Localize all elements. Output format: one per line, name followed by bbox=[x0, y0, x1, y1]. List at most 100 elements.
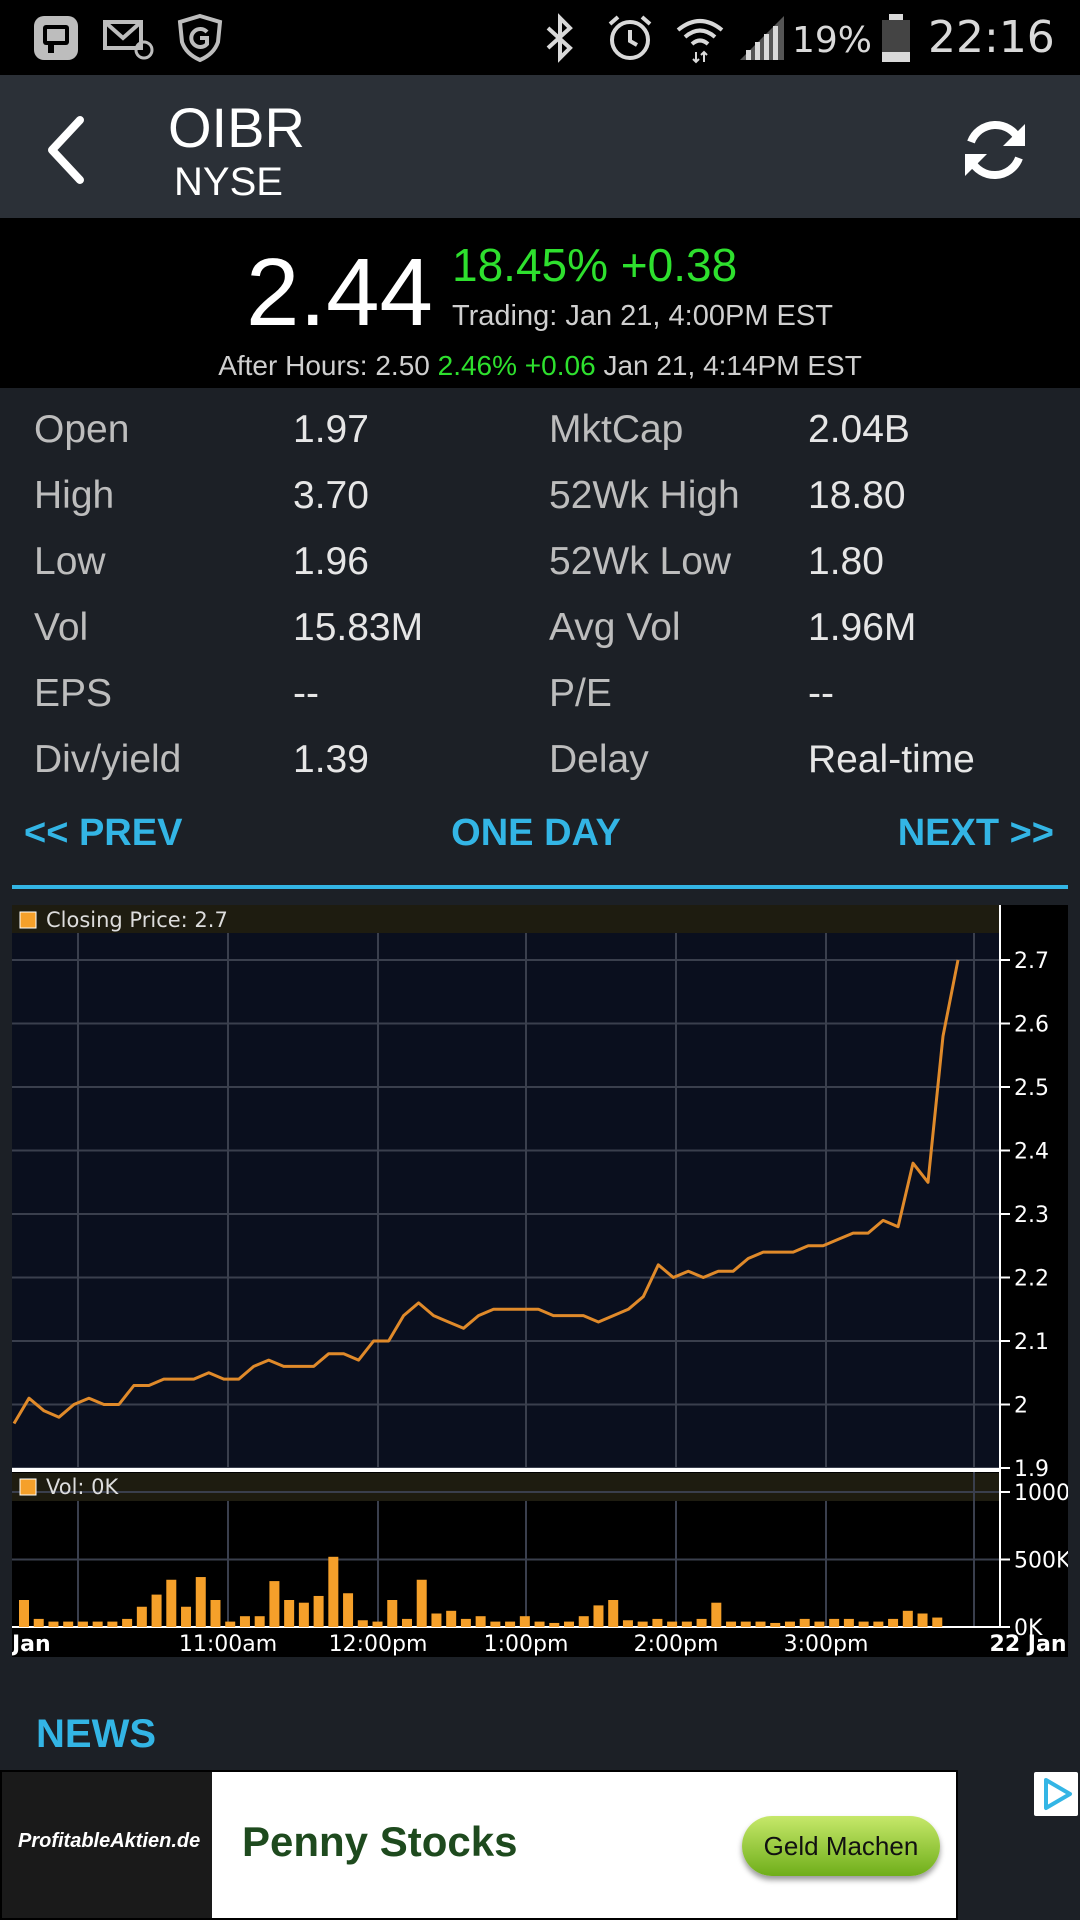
volume-bar bbox=[48, 1621, 59, 1627]
period-label[interactable]: ONE DAY bbox=[451, 812, 621, 854]
vol-tick-label: 1000K bbox=[1014, 1481, 1068, 1506]
volume-bar bbox=[195, 1577, 206, 1627]
volume-bar bbox=[239, 1616, 250, 1627]
stat-label: Vol bbox=[34, 606, 89, 649]
stat-value: 1.96 bbox=[293, 540, 369, 583]
vol-tick-label: 0K bbox=[1014, 1616, 1043, 1641]
volume-legend-swatch bbox=[19, 1478, 37, 1496]
stat-value: 1.80 bbox=[808, 540, 884, 583]
ad-title: Penny Stocks bbox=[242, 1818, 518, 1865]
x-tick-label: Jan bbox=[12, 1632, 51, 1657]
volume-bar bbox=[136, 1606, 147, 1627]
y-tick-label: 2.3 bbox=[1014, 1203, 1049, 1228]
battery-percent: 19% bbox=[792, 20, 873, 61]
shield-g-icon bbox=[177, 13, 223, 63]
stat-value: 15.83M bbox=[293, 606, 424, 649]
stats-row: Open 1.97 MktCap 2.04B bbox=[0, 398, 1080, 464]
ad-cta-button[interactable]: Geld Machen bbox=[742, 1816, 940, 1876]
app-bar: OIBR NYSE bbox=[0, 75, 1080, 218]
stat-label: Open bbox=[34, 408, 130, 451]
x-tick-label: 3:00pm bbox=[784, 1632, 869, 1657]
volume-bar bbox=[888, 1618, 899, 1627]
volume-bar bbox=[829, 1618, 840, 1627]
next-button[interactable]: NEXT >> bbox=[897, 812, 1054, 854]
volume-bar bbox=[814, 1621, 825, 1627]
stat-value: Real-time bbox=[808, 738, 975, 781]
volume-bar bbox=[681, 1621, 692, 1627]
volume-bar bbox=[667, 1621, 678, 1627]
volume-bar bbox=[225, 1621, 236, 1627]
volume-bar bbox=[181, 1606, 192, 1627]
price-chart[interactable]: 1.9 2 2.1 2.2 2.3 2.4 2.5 2.6 2.7 0K 500K 1000K Clos… bbox=[12, 905, 1068, 1657]
clock: 22:16 bbox=[928, 12, 1055, 63]
x-tick-label: 22 Jan bbox=[990, 1632, 1067, 1657]
stat-label: P/E bbox=[549, 672, 612, 715]
after-hours: After Hours: 2.50 2.46% +0.06 Jan 21, 4:… bbox=[0, 350, 1080, 382]
volume-bar bbox=[298, 1602, 309, 1627]
volume-bar bbox=[210, 1600, 221, 1627]
volume-bar bbox=[505, 1621, 516, 1627]
ad-banner[interactable]: ProfitableAktien.de Penny Stocks Geld Ma… bbox=[0, 1770, 1080, 1920]
ad-content[interactable]: ProfitableAktien.de Penny Stocks Geld Ma… bbox=[0, 1770, 958, 1920]
volume-bar bbox=[328, 1556, 339, 1627]
y-tick-label: 1.9 bbox=[1014, 1457, 1049, 1482]
volume-bar bbox=[932, 1617, 943, 1627]
nav-divider bbox=[12, 885, 1068, 889]
stat-label: Div/yield bbox=[34, 738, 182, 781]
y-tick-label: 2.1 bbox=[1014, 1330, 1049, 1355]
volume-bar bbox=[858, 1621, 869, 1627]
stats-row: Div/yield 1.39 Delay Real-time bbox=[0, 728, 1080, 794]
ad-logo: ProfitableAktien.de bbox=[2, 1772, 212, 1918]
trading-time: Trading: Jan 21, 4:00PM EST bbox=[452, 300, 833, 332]
y-tick-label: 2.4 bbox=[1014, 1140, 1049, 1165]
refresh-icon[interactable] bbox=[955, 110, 1035, 190]
current-price: 2.44 bbox=[246, 239, 433, 346]
ad-choices-icon[interactable] bbox=[1034, 1772, 1078, 1816]
volume-bar bbox=[490, 1621, 501, 1627]
volume-bar bbox=[519, 1616, 530, 1627]
volume-bar bbox=[284, 1600, 295, 1627]
price-legend-label: Closing Price: 2.7 bbox=[46, 908, 228, 932]
news-heading: NEWS bbox=[36, 1712, 156, 1756]
stat-label: EPS bbox=[34, 672, 113, 715]
volume-legend-label: Vol: 0K bbox=[46, 1475, 120, 1499]
mail-icon bbox=[103, 20, 154, 60]
ticker-symbol: OIBR bbox=[168, 96, 305, 159]
wifi-icon bbox=[676, 19, 724, 64]
stat-label: Avg Vol bbox=[549, 606, 681, 649]
stats-row: Low 1.96 52Wk Low 1.80 bbox=[0, 530, 1080, 596]
volume-bar bbox=[122, 1618, 133, 1627]
stat-value: 2.04B bbox=[808, 408, 910, 451]
volume-bar bbox=[622, 1620, 633, 1627]
price-legend-swatch bbox=[19, 911, 37, 929]
volume-bar bbox=[637, 1621, 648, 1627]
back-arrow-icon[interactable] bbox=[40, 110, 100, 190]
volume-bar bbox=[343, 1593, 354, 1627]
price-series-line bbox=[12, 959, 960, 1425]
stat-label: Delay bbox=[549, 738, 649, 781]
volume-bar bbox=[608, 1600, 619, 1627]
volume-bar bbox=[784, 1621, 795, 1627]
y-tick-label: 2.6 bbox=[1014, 1013, 1049, 1038]
volume-bar bbox=[711, 1602, 722, 1627]
volume-bar bbox=[401, 1618, 412, 1627]
battery-icon bbox=[882, 14, 910, 62]
volume-bar bbox=[269, 1581, 280, 1627]
stat-label: MktCap bbox=[549, 408, 684, 451]
after-hours-label: After Hours: 2.50 bbox=[218, 350, 430, 381]
alarm-icon bbox=[608, 15, 652, 60]
volume-bar bbox=[19, 1600, 29, 1627]
volume-bar bbox=[107, 1621, 118, 1627]
volume-bar bbox=[726, 1621, 737, 1627]
exchange-name: NYSE bbox=[174, 160, 283, 204]
prev-button[interactable]: << PREV bbox=[24, 812, 183, 854]
stat-value: 1.97 bbox=[293, 408, 369, 451]
volume-bar bbox=[475, 1616, 486, 1627]
volume-bar bbox=[63, 1621, 74, 1627]
x-tick-label: 12:00pm bbox=[329, 1632, 428, 1657]
volume-bar bbox=[357, 1620, 368, 1627]
status-bar: 19% 22:16 bbox=[0, 0, 1080, 75]
volume-bar bbox=[33, 1618, 44, 1627]
stat-label: High bbox=[34, 474, 115, 517]
volume-bar bbox=[446, 1610, 457, 1627]
